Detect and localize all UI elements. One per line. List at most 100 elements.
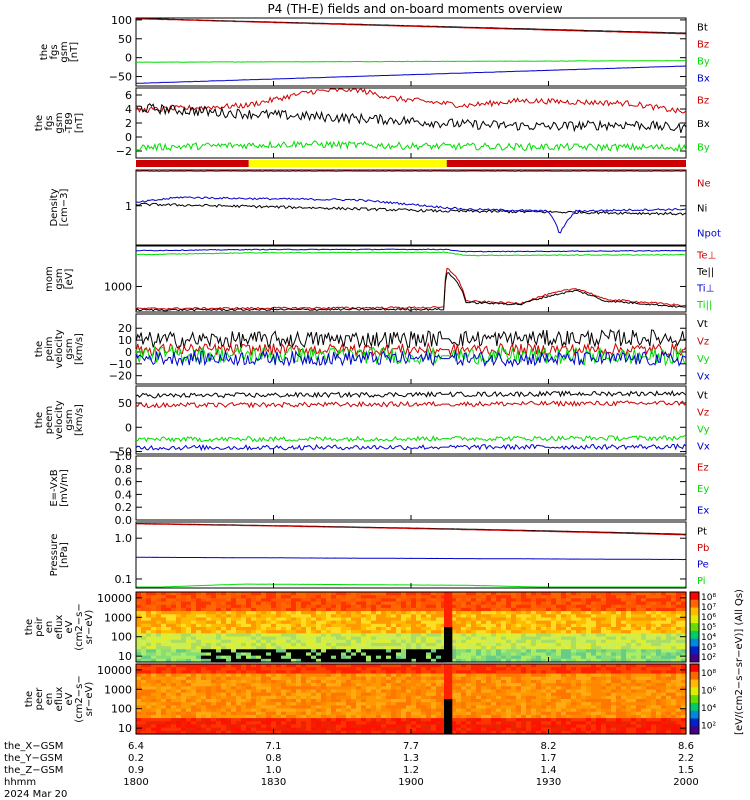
- spectrogram-cell: [336, 711, 342, 716]
- spectrogram-cell: [381, 611, 387, 615]
- spectrogram-cell: [326, 667, 332, 671]
- spectrogram-cell: [191, 652, 197, 657]
- spectrogram-cell: [551, 627, 557, 631]
- spectrogram-cell: [571, 614, 577, 619]
- spectrogram-cell: [291, 673, 297, 678]
- spectrogram-cell: [291, 623, 297, 628]
- spectrogram-cell: [251, 607, 257, 612]
- spectrogram-cell: [671, 598, 677, 603]
- spectrogram-cell: [601, 598, 607, 603]
- spectrogram-cell: [506, 598, 512, 603]
- spectrogram-cell: [396, 679, 402, 684]
- spectrogram-cell: [541, 658, 547, 663]
- spectrogram-cell: [166, 664, 172, 668]
- spectrogram-cell: [251, 630, 257, 634]
- spectrogram-cell: [676, 604, 682, 609]
- spectrogram-cell: [246, 667, 252, 671]
- spectrogram-cell: [496, 601, 502, 606]
- spectrogram-cell: [626, 708, 632, 713]
- spectrogram-cell: [426, 711, 432, 716]
- spectrogram-cell: [486, 655, 492, 660]
- spectrogram-cell: [526, 658, 532, 663]
- spectrogram-cell: [481, 604, 487, 609]
- spectrogram-cell: [556, 614, 562, 619]
- spectrogram-cell: [521, 627, 527, 631]
- spectrogram-cell: [546, 592, 552, 596]
- spectrogram-cell: [171, 627, 177, 631]
- spectrogram-cell: [371, 708, 377, 713]
- spectrogram-cell: [416, 708, 422, 713]
- spectrogram-cell: [416, 604, 422, 609]
- spectrogram-cell: [391, 721, 397, 726]
- spectrogram-cell: [491, 667, 497, 671]
- spectrogram-cell: [576, 683, 582, 687]
- spectrogram-cell: [496, 689, 502, 694]
- spectrogram-cell: [316, 676, 322, 681]
- spectrogram-cell: [661, 695, 667, 700]
- spectrogram-cell: [281, 646, 287, 650]
- spectrogram-cell: [431, 702, 437, 706]
- spectrogram-cell: [351, 649, 357, 654]
- spectrogram-cell: [156, 630, 162, 634]
- spectrogram-cell: [606, 692, 612, 697]
- spectrogram-cell: [576, 664, 582, 668]
- spectrogram-cell: [346, 724, 352, 729]
- spectrogram-cell: [596, 673, 602, 678]
- spectrogram-cell: [536, 695, 542, 700]
- spectrogram-cell: [196, 699, 202, 703]
- spectrogram-cell: [461, 683, 467, 687]
- spectrogram-cell: [491, 617, 497, 622]
- spectrogram-cell: [571, 664, 577, 668]
- spectrogram-cell: [241, 658, 247, 663]
- spectrogram-cell: [626, 607, 632, 612]
- spectrogram-cell: [331, 692, 337, 697]
- spectrogram-cell: [266, 702, 272, 706]
- spectrogram-cell: [266, 727, 272, 732]
- spectrogram-cell: [276, 614, 282, 619]
- spectrogram-cell: [321, 604, 327, 609]
- spectrogram-cell: [386, 639, 392, 644]
- spectrogram-cell: [286, 658, 292, 663]
- spectrogram-cell: [326, 607, 332, 612]
- spectrogram-cell: [366, 714, 372, 719]
- spectrogram-cell: [156, 592, 162, 596]
- spectrogram-cell: [576, 607, 582, 612]
- series-line-bz: [136, 18, 686, 35]
- spectrogram-cell: [176, 595, 182, 599]
- spectrogram-cell: [286, 655, 292, 660]
- spectrogram-cell: [276, 724, 282, 729]
- spectrogram-cell: [301, 714, 307, 719]
- spectrogram-cell: [411, 670, 417, 675]
- spectrogram-cell: [291, 699, 297, 703]
- spectrogram-cell: [656, 695, 662, 700]
- spectrogram-cell: [191, 727, 197, 732]
- spectrogram-cell: [336, 676, 342, 681]
- spectrogram-cell: [271, 702, 277, 706]
- spectrogram-cell: [196, 702, 202, 706]
- spectrogram-cell: [576, 724, 582, 729]
- spectrogram-cell: [221, 617, 227, 622]
- spectrogram-cell: [196, 607, 202, 612]
- spectrogram-cell: [586, 692, 592, 697]
- spectrogram-cell: [676, 617, 682, 622]
- spectrogram-cell: [366, 679, 372, 684]
- spectrogram-cell: [351, 705, 357, 710]
- spectrogram-cell: [191, 614, 197, 619]
- spectrogram-cell: [146, 630, 152, 634]
- spectrogram-cell: [321, 695, 327, 700]
- spectrogram-cell: [196, 689, 202, 694]
- spectrogram-cell: [561, 711, 567, 716]
- spectrogram-cell: [421, 598, 427, 603]
- spectrogram-cell: [501, 724, 507, 729]
- spectrogram-cell: [511, 595, 517, 599]
- spectrogram-cell: [201, 633, 207, 638]
- spectrogram-cell: [186, 639, 192, 644]
- spectrogram-cell: [491, 627, 497, 631]
- spectrogram-cell: [206, 714, 212, 719]
- spectrogram-cell: [621, 604, 627, 609]
- spectrogram-cell: [211, 664, 217, 668]
- spectrogram-cell: [301, 708, 307, 713]
- spectrogram-cell: [366, 614, 372, 619]
- spectrogram-cell: [261, 658, 267, 663]
